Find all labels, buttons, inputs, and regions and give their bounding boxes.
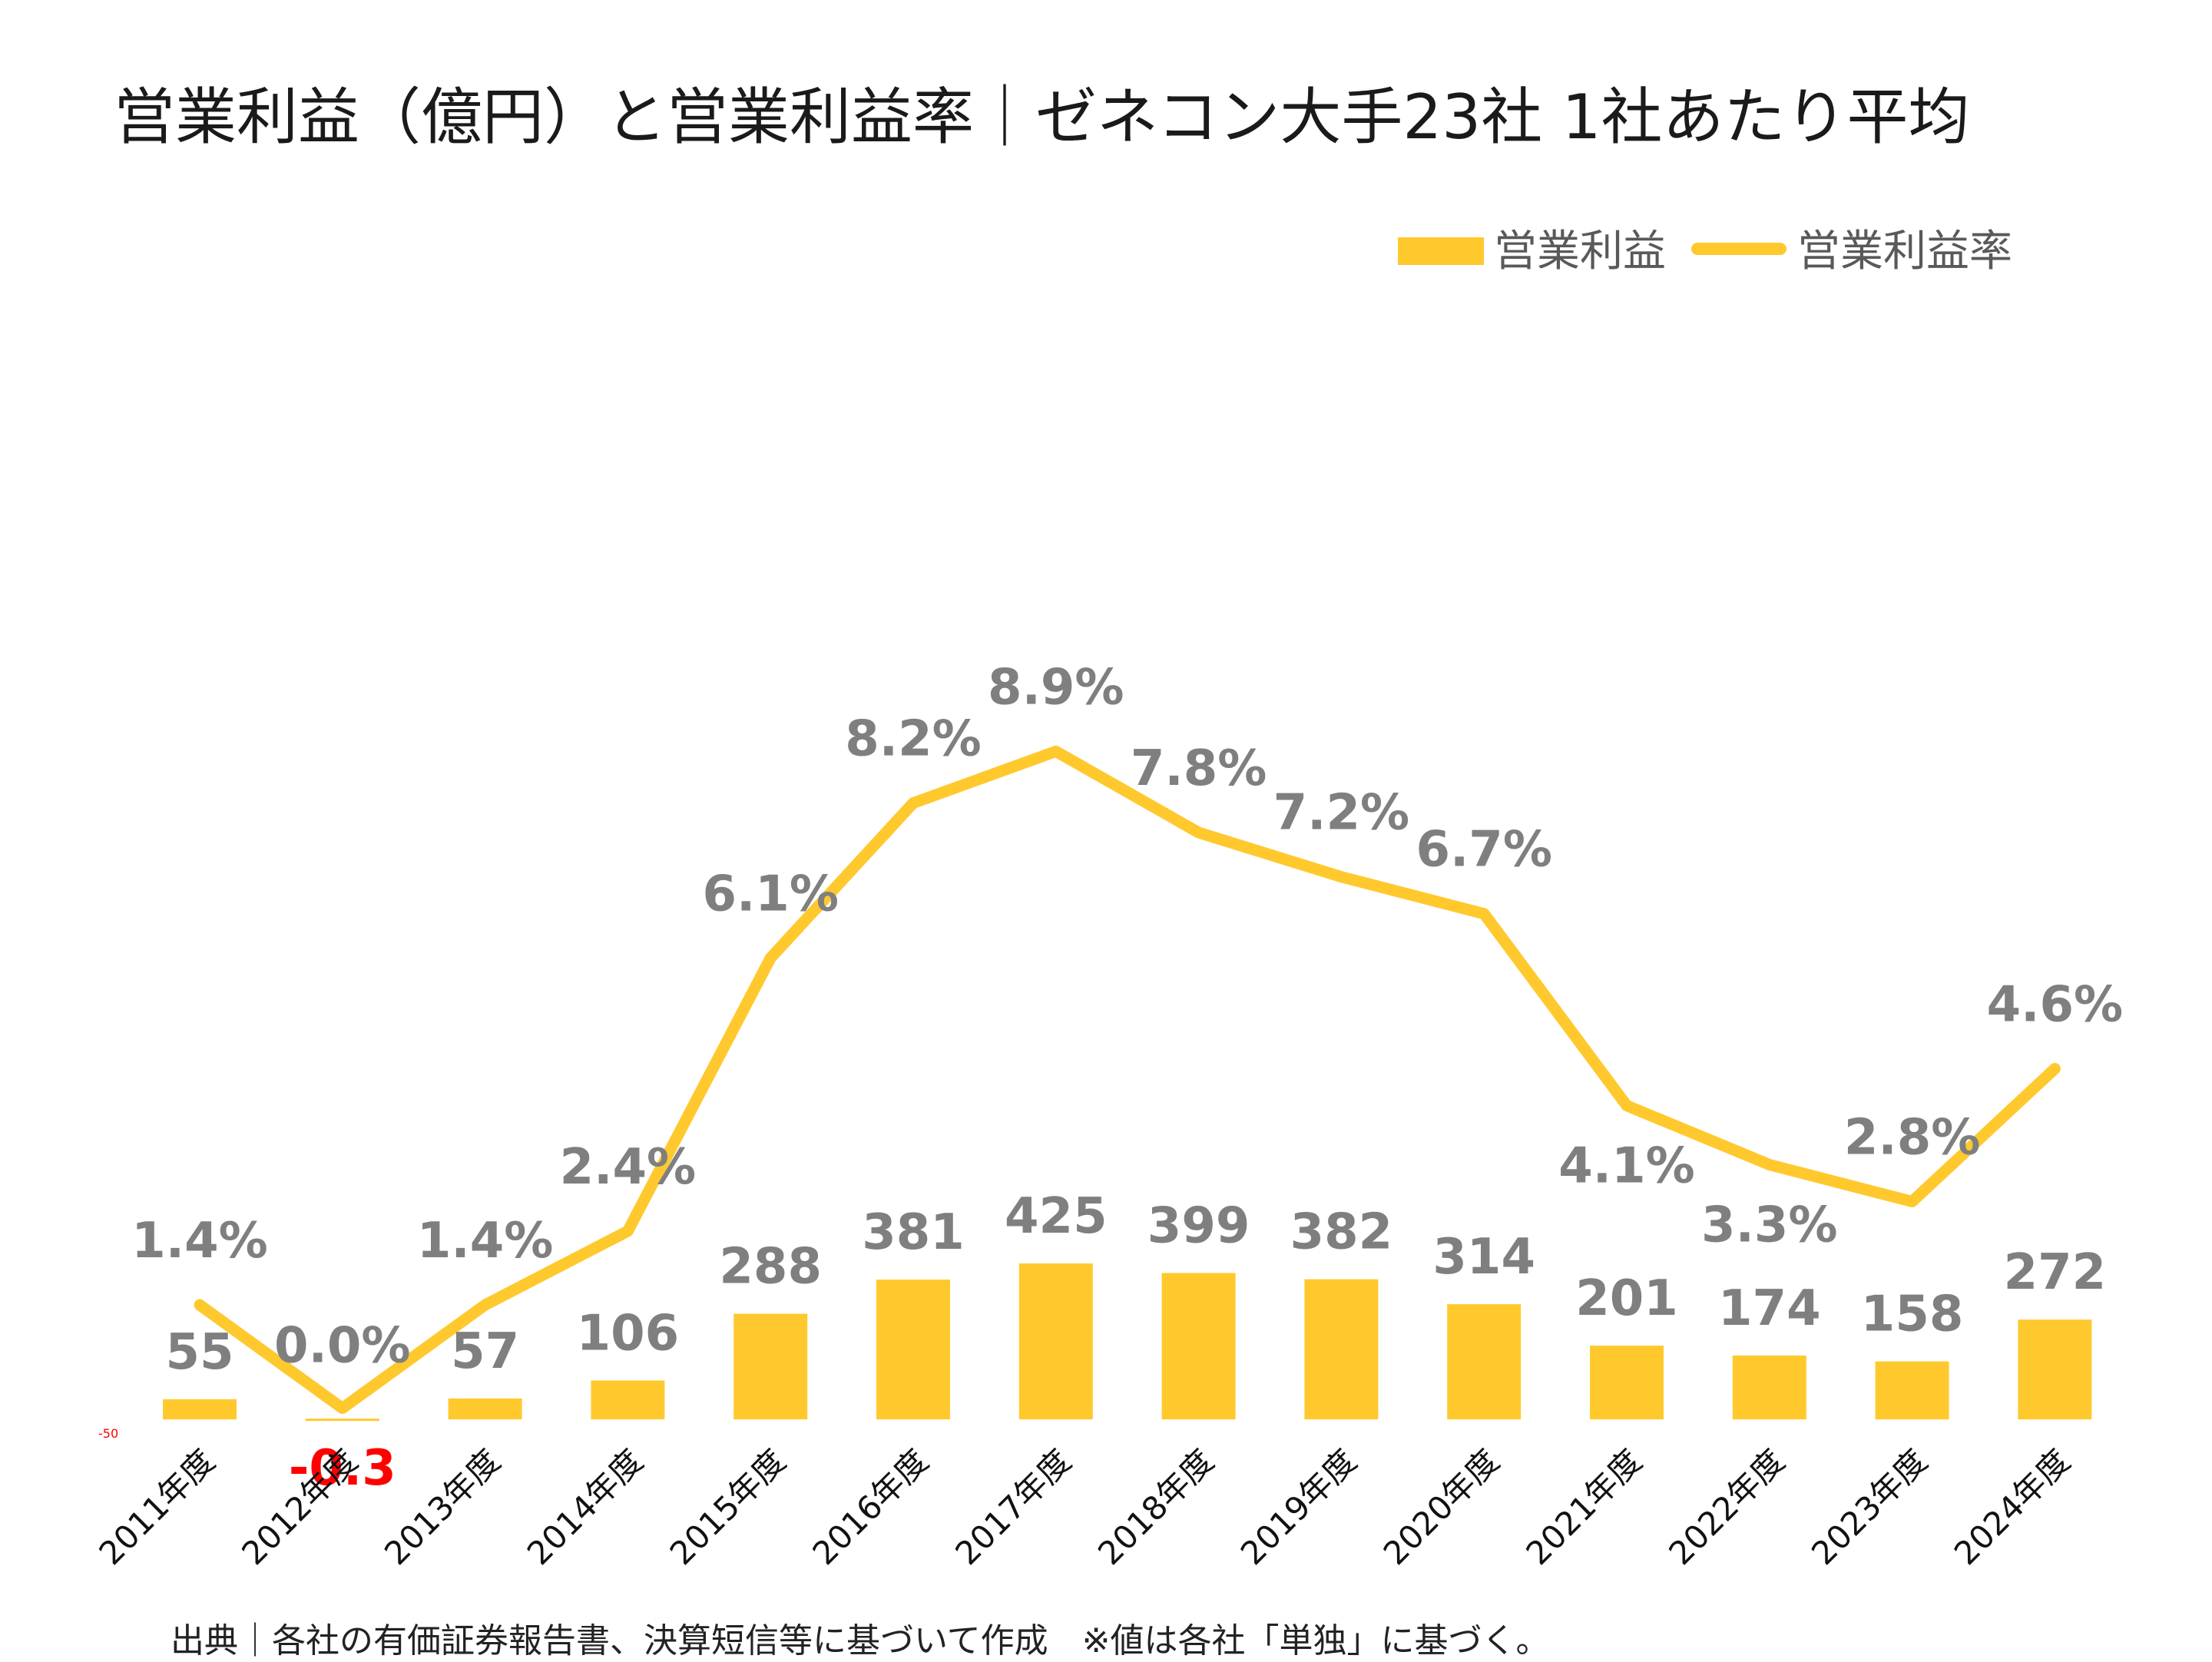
y-axis-tick-label: -50 xyxy=(98,1426,118,1441)
line-data-label: 3.3% xyxy=(1701,1197,1838,1253)
legend: 営業利益 営業利益率 xyxy=(1398,227,2012,276)
bar-data-label: 288 xyxy=(719,1239,822,1296)
bar-data-label: 55 xyxy=(165,1324,233,1381)
bar-2015年度 xyxy=(733,1313,808,1420)
bar-2020年度 xyxy=(1447,1304,1522,1420)
x-tick-label: 2016年度 xyxy=(805,1442,935,1572)
x-tick-label: 2020年度 xyxy=(1376,1442,1507,1572)
bar-data-label: 201 xyxy=(1575,1270,1678,1327)
bar-2017年度 xyxy=(1018,1263,1093,1420)
x-tick-label: 2015年度 xyxy=(663,1442,793,1572)
bar-2016年度 xyxy=(876,1280,950,1420)
legend-label-operating-profit: 営業利益 xyxy=(1494,227,1666,276)
chart-title: 営業利益（億円）と営業利益率｜ゼネコン大手23社 1社あたり平均 xyxy=(114,81,1970,153)
bar-data-label: -0.3 xyxy=(289,1440,396,1497)
x-tick-label: 2019年度 xyxy=(1233,1442,1364,1572)
line-data-label: 2.4% xyxy=(560,1139,697,1196)
bar-data-labels: 55 -0.3 57 106 288 381 425 399 382 314 201 174 158 27… xyxy=(165,1188,2106,1497)
bar-data-label: 382 xyxy=(1290,1204,1393,1261)
bar-data-label: 399 xyxy=(1147,1198,1250,1255)
bar-2012年度 xyxy=(305,1419,379,1422)
x-tick-label: 2011年度 xyxy=(91,1442,222,1572)
bar-2018年度 xyxy=(1161,1273,1236,1420)
source-note: 出典｜各社の有価証券報告書、決算短信等に基づいて作成 ※値は各社「単独」に基づく… xyxy=(171,1621,1550,1660)
x-tick-label: 2018年度 xyxy=(1091,1442,1221,1572)
bar-2022年度 xyxy=(1732,1355,1806,1420)
line-data-label: 4.1% xyxy=(1558,1138,1695,1195)
line-data-labels: 1.4%0.0%1.4%2.4%6.1%8.2%8.9%7.8%7.2%6.7%… xyxy=(131,659,2123,1374)
bar-data-label: 106 xyxy=(577,1305,680,1362)
bar-2011年度 xyxy=(163,1399,237,1420)
line-data-label: 8.9% xyxy=(988,659,1124,716)
line-data-label: 4.6% xyxy=(1987,977,2124,1034)
line-data-label: 0.0% xyxy=(274,1318,411,1375)
x-tick-label: 2023年度 xyxy=(1804,1442,1935,1572)
line-data-label: 1.4% xyxy=(131,1213,268,1270)
bar-data-label: 381 xyxy=(862,1204,965,1261)
x-tick-label: 2022年度 xyxy=(1661,1442,1792,1572)
bar-data-label: 57 xyxy=(451,1323,519,1380)
x-tick-label: 2024年度 xyxy=(1947,1442,2078,1572)
line-operating-margin xyxy=(194,745,2061,1415)
legend-label-operating-margin: 営業利益率 xyxy=(1797,227,2012,276)
line-data-label: 8.2% xyxy=(845,711,982,768)
x-tick-label: 2014年度 xyxy=(520,1442,651,1572)
bar-2019年度 xyxy=(1304,1279,1379,1420)
line-data-label: 7.8% xyxy=(1131,740,1267,797)
legend-swatch-bar xyxy=(1398,237,1484,265)
bar-2021年度 xyxy=(1590,1346,1664,1420)
x-tick-label: 2017年度 xyxy=(948,1442,1078,1572)
bar-data-label: 314 xyxy=(1432,1229,1535,1286)
line-data-label: 1.4% xyxy=(417,1213,554,1270)
line-series xyxy=(194,745,2061,1415)
x-tick-label: 2013年度 xyxy=(377,1442,508,1572)
bar-series xyxy=(163,1263,2092,1422)
bar-data-label: 425 xyxy=(1005,1188,1108,1245)
bar-data-label: 272 xyxy=(2004,1244,2107,1301)
bar-2014年度 xyxy=(591,1380,665,1420)
line-data-label: 6.7% xyxy=(1416,822,1552,879)
line-data-label: 7.2% xyxy=(1273,785,1410,842)
bar-2024年度 xyxy=(2018,1319,2092,1420)
bar-2023年度 xyxy=(1875,1361,1949,1420)
line-data-label: 2.8% xyxy=(1844,1110,1981,1167)
bar-data-label: 158 xyxy=(1861,1286,1964,1343)
bar-data-label: 174 xyxy=(1718,1280,1821,1337)
bar-2013年度 xyxy=(448,1398,522,1420)
x-tick-label: 2021年度 xyxy=(1518,1442,1649,1572)
line-data-label: 6.1% xyxy=(702,866,839,922)
